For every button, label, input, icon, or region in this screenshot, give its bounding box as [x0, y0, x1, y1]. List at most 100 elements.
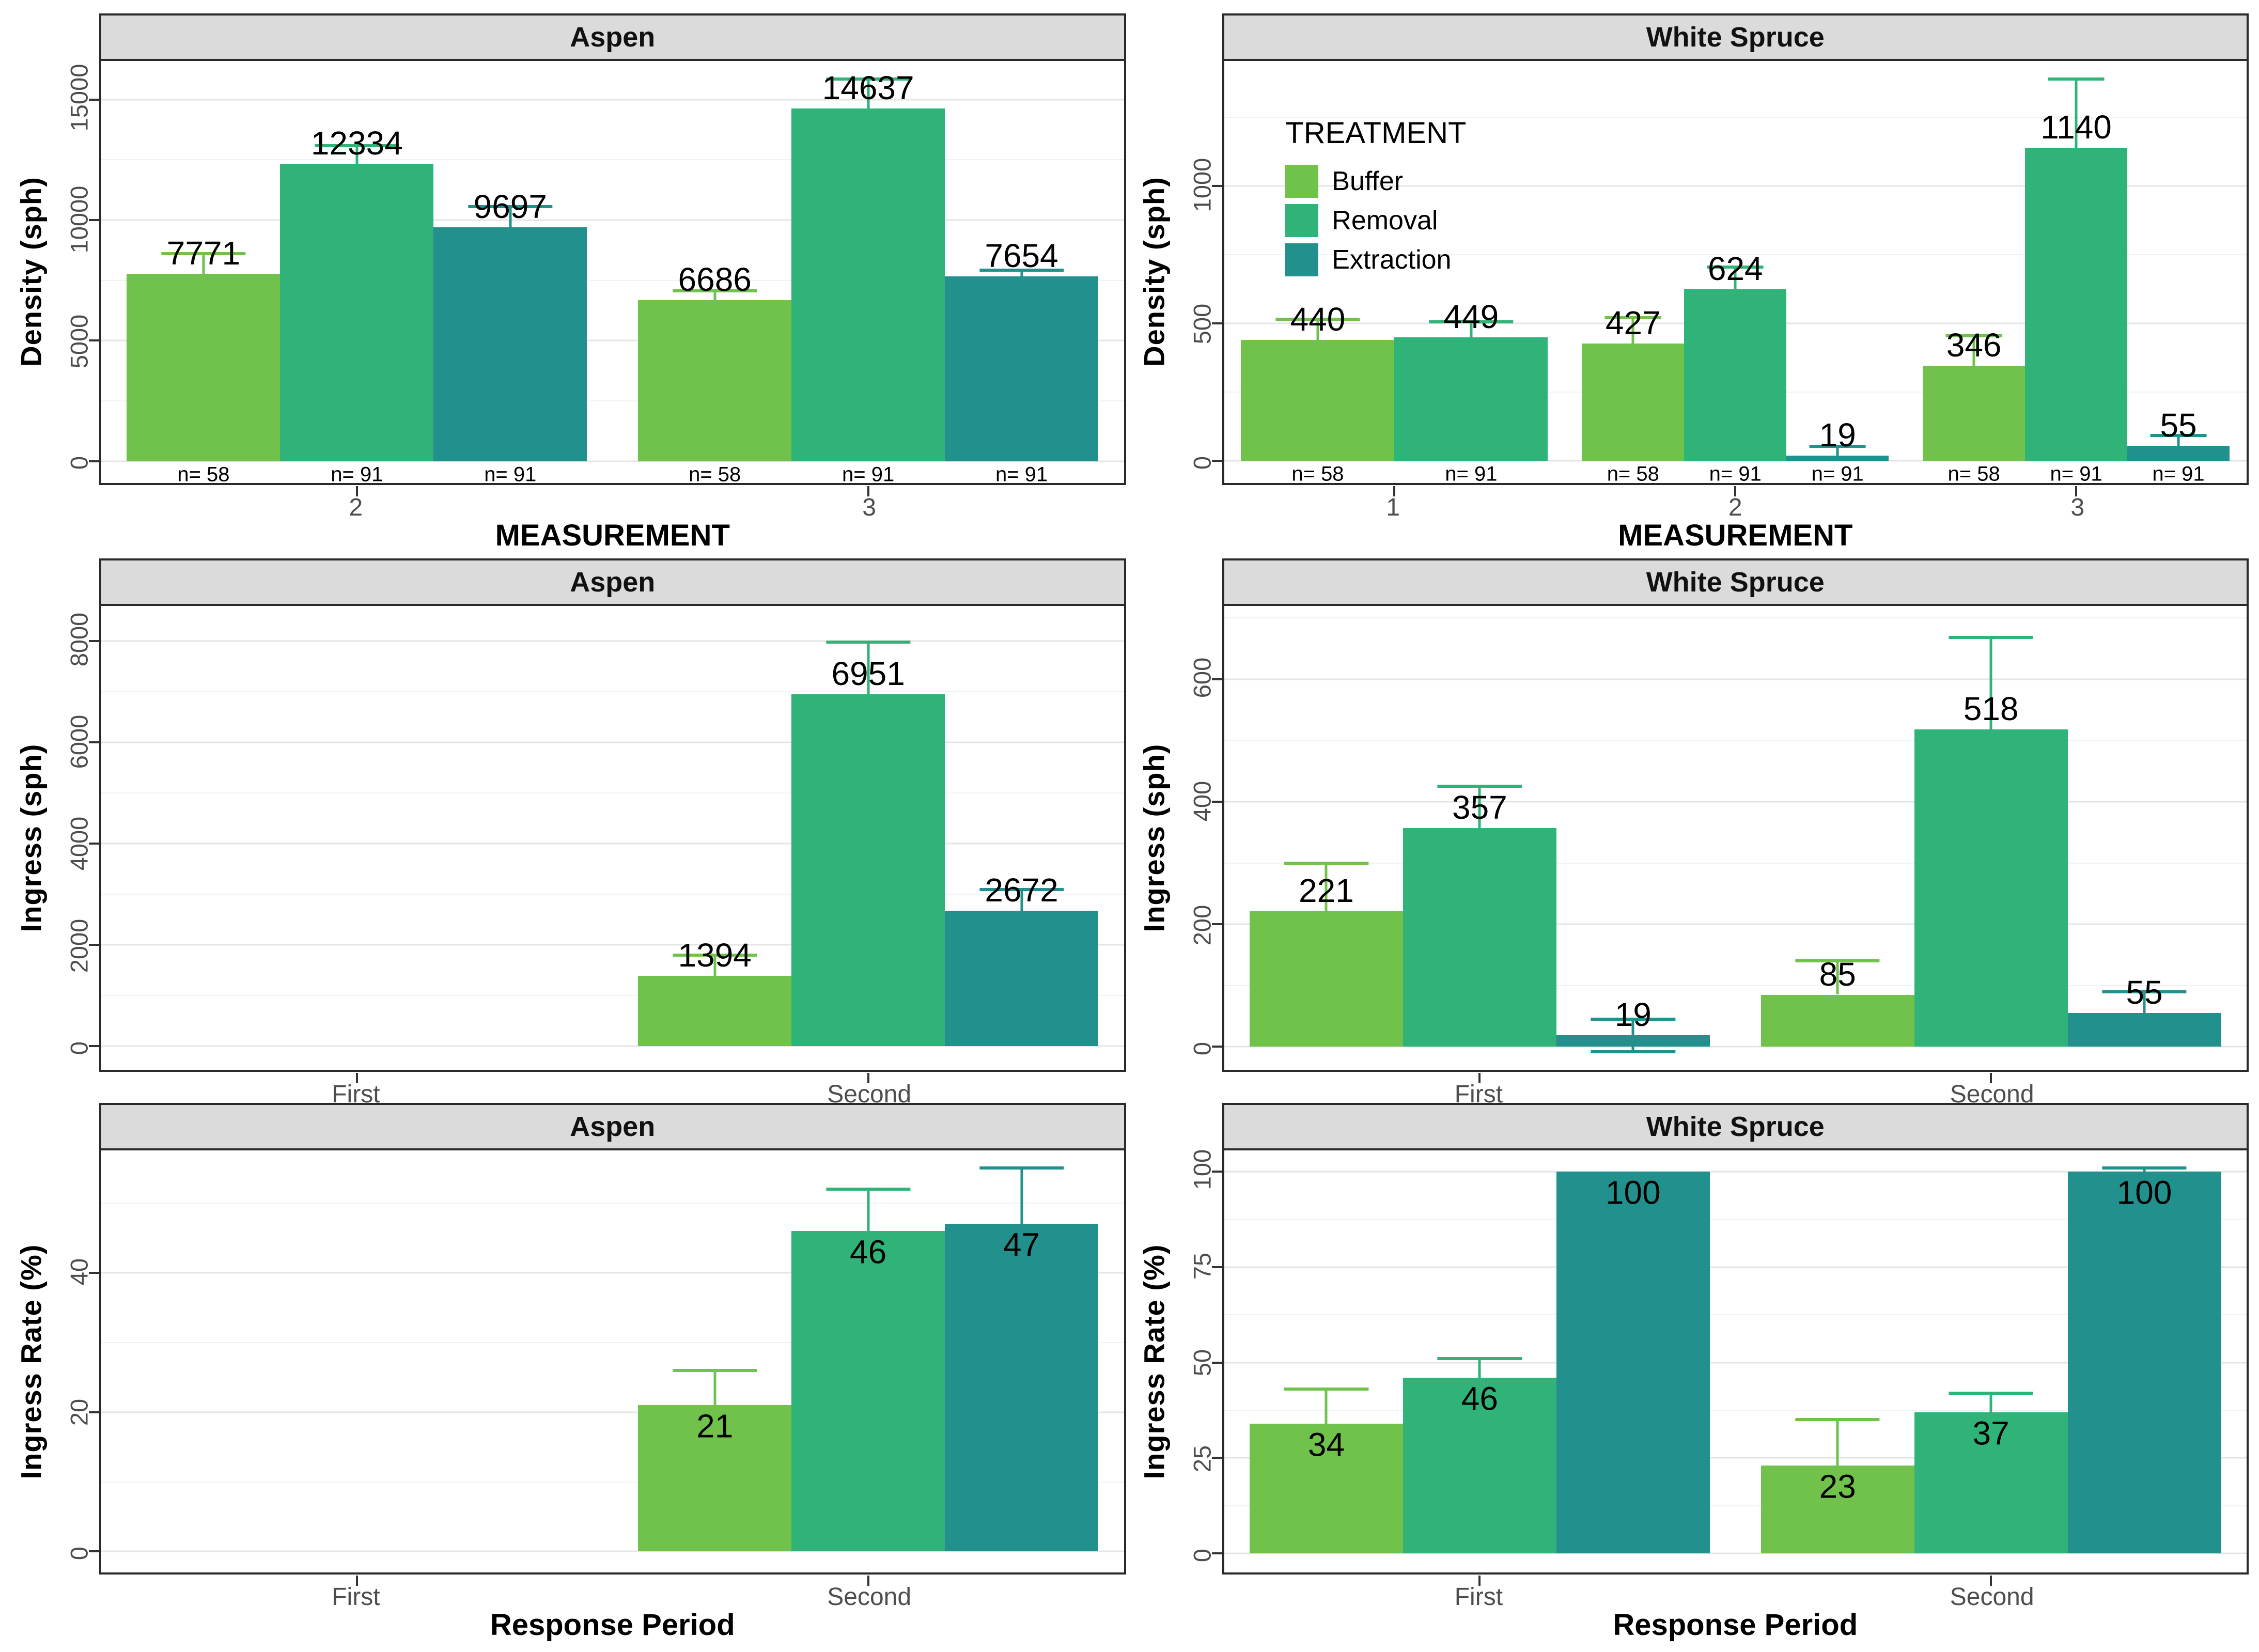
panel-0-1: White Spruce Density (sph) 0 500 1000 440 n= 5… — [1130, 13, 2253, 558]
gridline-minor — [101, 279, 1124, 281]
panel-plot-area: 221 357 19 85 518 55 — [1211, 603, 2249, 1084]
facet-strip: White Spruce — [1222, 1103, 2249, 1149]
x-tick-labels: First Second — [1222, 1072, 2249, 1108]
gridline-major — [1224, 1552, 2247, 1554]
error-bar-line — [2143, 1167, 2146, 1172]
x-tick-mark — [355, 1575, 358, 1586]
error-bar-cap — [468, 205, 553, 208]
facet-strip-label: Aspen — [570, 1111, 656, 1143]
y-tick-label: 0 — [65, 1041, 93, 1055]
sample-size-label: n= 91 — [2152, 462, 2205, 486]
bar-value-label: 346 — [1946, 326, 2002, 364]
x-axis-title: Response Period — [1613, 1608, 1858, 1642]
gridline-major — [101, 460, 1124, 462]
error-bar-line — [1478, 786, 1481, 828]
bar-value-label: 1140 — [2040, 108, 2112, 146]
bar-buffer — [1923, 366, 2026, 461]
y-tick-mark — [89, 944, 99, 946]
sample-size-label: n= 91 — [995, 463, 1048, 486]
bar-extraction — [1786, 455, 1889, 461]
error-bar-cap — [1591, 1017, 1675, 1021]
x-tick-labels: First Second — [1222, 1575, 2249, 1611]
x-tick-label: Second — [827, 1081, 912, 1109]
y-tick-mark — [1211, 923, 1222, 926]
y-tick-labels: 0 2000 4000 6000 8000 — [55, 604, 99, 1072]
bar-value-label: 37 — [1972, 1414, 2009, 1452]
y-tick-label: 100 — [1188, 1149, 1216, 1190]
error-bar-cap — [979, 1166, 1064, 1170]
x-axis-title: MEASUREMENT — [495, 518, 730, 552]
x-tick-label: Second — [1950, 1081, 2034, 1109]
gridline-major — [1224, 1362, 2247, 1363]
error-bar-line — [2143, 991, 2146, 1014]
bar-buffer — [1249, 1423, 1403, 1554]
gridline-minor — [1224, 985, 2247, 986]
gridline-minor — [1224, 1314, 2247, 1316]
bar-extraction — [2127, 445, 2230, 461]
y-tick-mark — [89, 741, 99, 744]
error-bar-line — [202, 254, 205, 274]
error-bar-cap — [2048, 77, 2105, 81]
gridline-minor — [1224, 740, 2247, 741]
gridline-major — [1224, 185, 2247, 187]
x-tick-mark — [867, 1575, 869, 1586]
bar-removal — [1403, 1378, 1556, 1554]
gridline-minor — [1224, 1409, 2247, 1411]
facet-strip: Aspen — [99, 1103, 1126, 1149]
gridline-major — [101, 1272, 1124, 1274]
bar-value-label: 100 — [1605, 1174, 1661, 1211]
sample-size-label: n= 58 — [689, 463, 741, 486]
x-tick-label: Second — [1950, 1583, 2034, 1611]
bar-value-label: 2672 — [985, 871, 1058, 909]
bar-value-label: 100 — [2116, 1174, 2172, 1211]
y-tick-label: 0 — [65, 456, 93, 470]
bar-buffer — [638, 975, 792, 1047]
panel-2-0: Aspen Ingress Rate (%) 0 20 40 21 46 47 First Sec… — [7, 1103, 1130, 1648]
error-bar-cap — [315, 144, 399, 148]
y-axis-title-text: Ingress (sph) — [1138, 743, 1170, 932]
error-bar-cap — [979, 888, 1064, 892]
error-bar-line — [1478, 1359, 1481, 1378]
x-tick-labels: First Second — [99, 1072, 1126, 1108]
bar-value-label: 1394 — [678, 936, 752, 974]
x-tick-mark — [1734, 486, 1737, 496]
bar-removal — [2025, 147, 2128, 461]
bar-extraction — [945, 911, 1098, 1047]
error-bar-cap — [979, 269, 1064, 272]
y-tick-mark — [89, 1045, 99, 1048]
y-axis-title-text: Ingress Rate (%) — [14, 1244, 48, 1479]
error-bar-line — [2177, 435, 2180, 446]
y-tick-label: 0 — [65, 1547, 93, 1561]
gridline-major — [1224, 801, 2247, 803]
error-bar-cap — [1429, 320, 1514, 324]
error-bar-line — [1836, 446, 1839, 456]
legend-item-label: Buffer — [1332, 166, 1404, 197]
x-tick-label: First — [1454, 1583, 1503, 1611]
error-bar-line — [1325, 863, 1328, 912]
gridline-major — [1224, 460, 2247, 462]
panel-plot-area: 1394 6951 2672 — [89, 603, 1126, 1084]
facet-strip: Aspen — [99, 13, 1126, 59]
y-tick-mark — [89, 1411, 99, 1413]
y-tick-mark — [1211, 678, 1222, 680]
x-tick-mark — [355, 1073, 358, 1084]
facet-strip-label: White Spruce — [1646, 1111, 1825, 1143]
gridline-major — [101, 1411, 1124, 1413]
y-tick-mark — [1211, 322, 1222, 325]
gridline-major — [101, 219, 1124, 221]
y-axis-title: Density (sph) — [1130, 59, 1178, 485]
gridline-major — [101, 1045, 1124, 1047]
facet-strip-label: Aspen — [570, 566, 656, 598]
bar-extraction — [945, 276, 1098, 461]
bar-extraction — [1556, 1171, 1710, 1554]
bar-value-label: 6686 — [678, 260, 752, 298]
bar-removal — [1684, 289, 1787, 461]
bar-value-label: 221 — [1299, 872, 1354, 910]
error-bar-line — [1020, 1168, 1023, 1224]
error-bar-line — [509, 206, 512, 228]
bar-value-label: 46 — [1461, 1380, 1498, 1417]
bar-value-label: 449 — [1443, 298, 1499, 336]
facet-strip: White Spruce — [1222, 13, 2249, 59]
error-bar-line — [1972, 336, 1975, 366]
